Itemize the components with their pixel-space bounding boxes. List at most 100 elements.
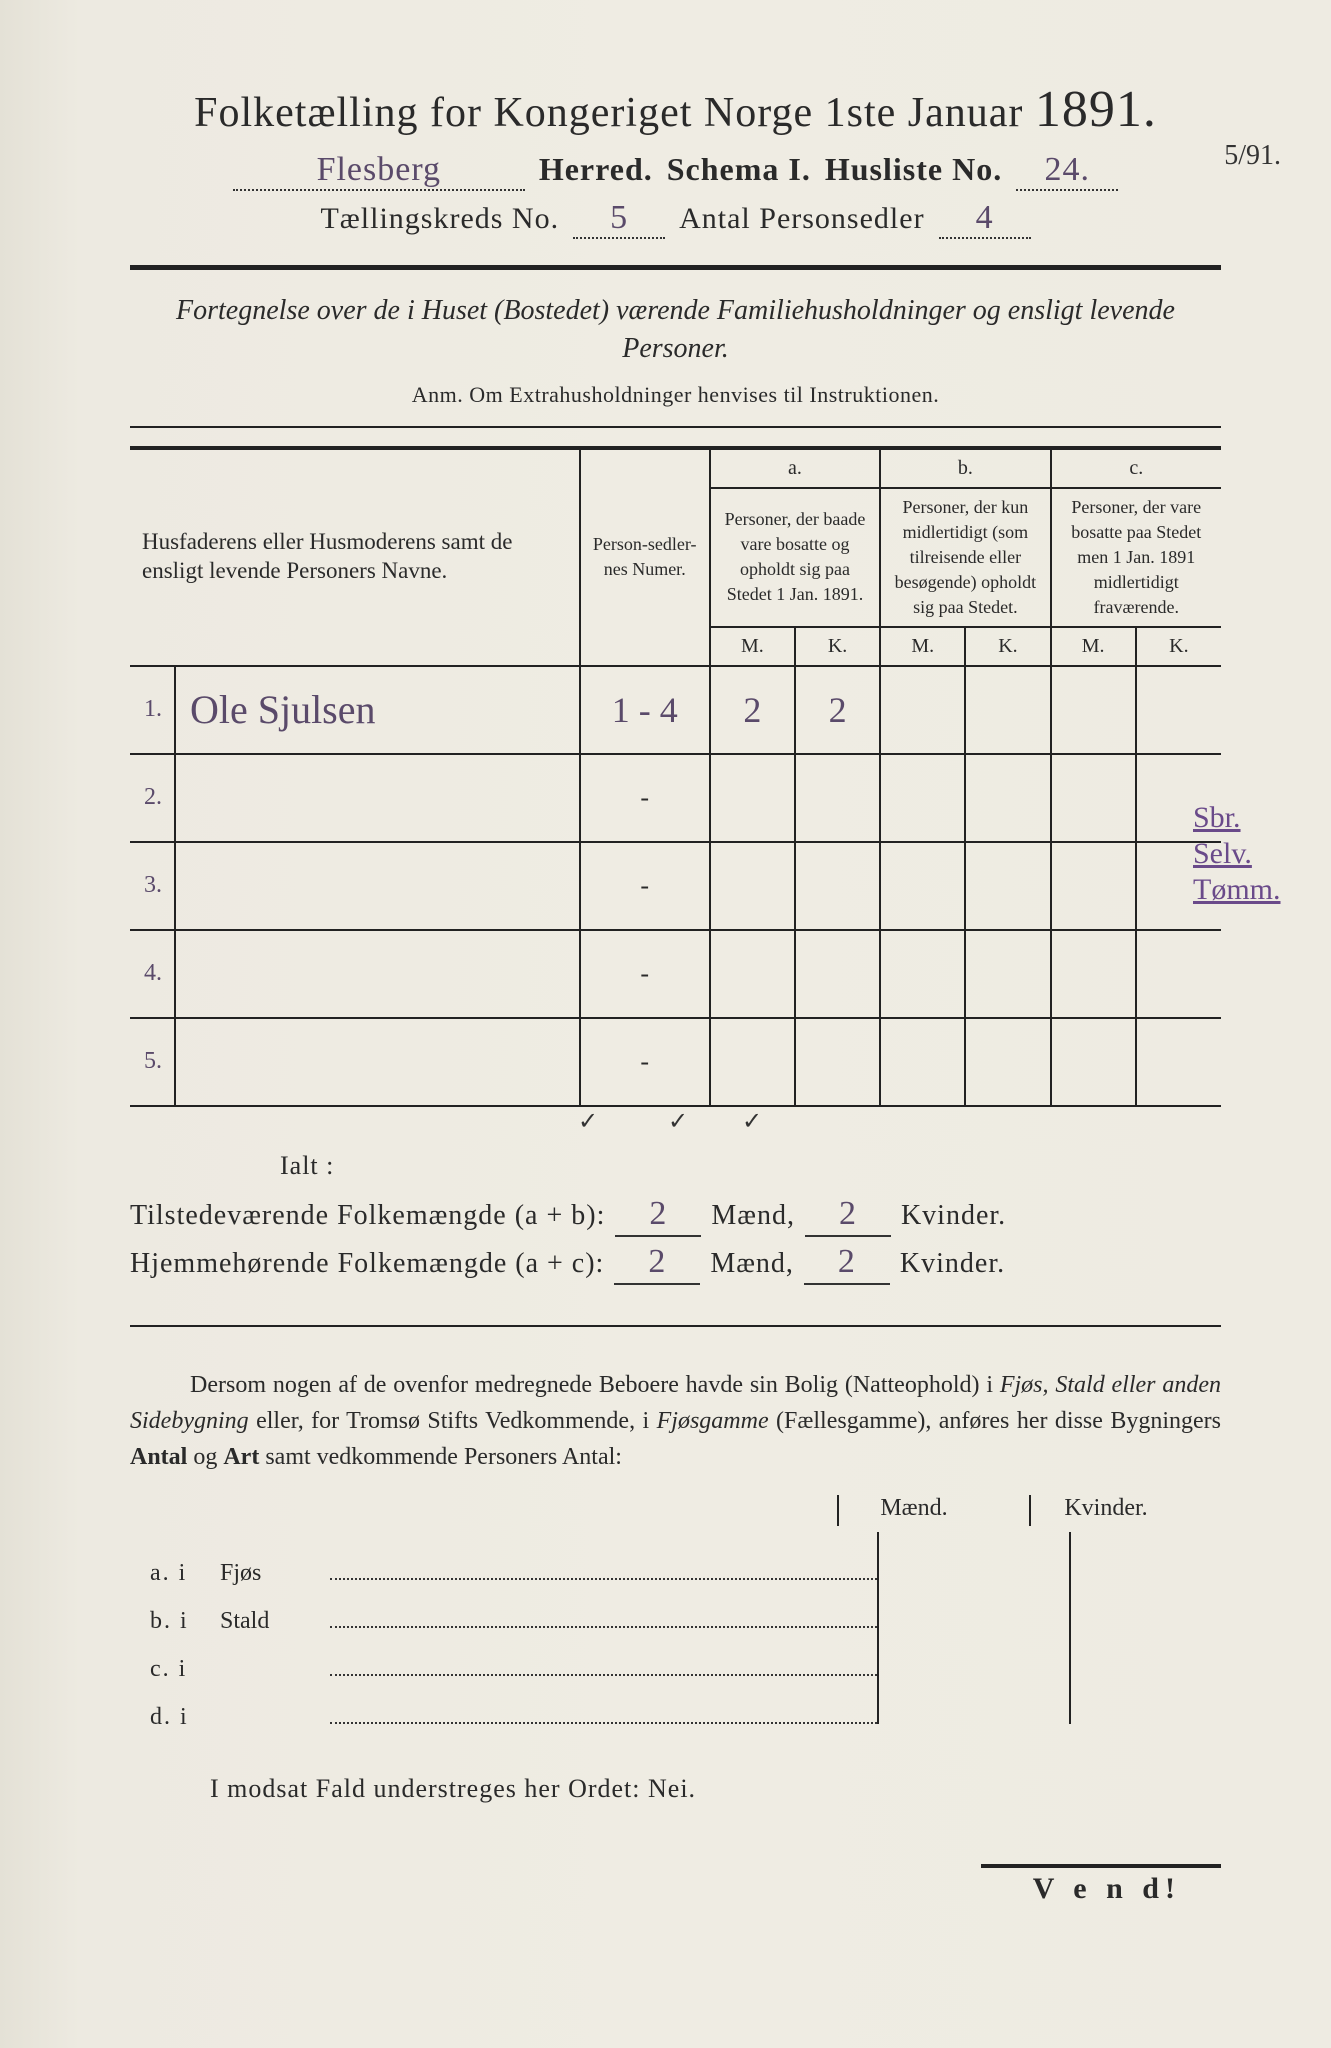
column-check-marks: ✓ ✓ ✓	[130, 1107, 1221, 1129]
abcd-cell-m	[877, 1628, 1029, 1676]
abcd-row: d. i	[130, 1676, 1221, 1724]
cell-a-k	[795, 842, 880, 930]
th-c-label: c.	[1051, 448, 1221, 488]
abcd-cell-m	[877, 1676, 1029, 1724]
row-name	[175, 754, 580, 842]
side-building-paragraph: Dersom nogen af de ovenfor medregnede Be…	[130, 1367, 1221, 1475]
para-mid1: eller, for Tromsø Stifts Vedkommende, i	[249, 1408, 657, 1434]
th-num: Person-sedler-nes Numer.	[580, 448, 710, 666]
abcd-row: b. i Stald	[130, 1580, 1221, 1628]
top-margin-annotation: 5/91.	[1224, 140, 1281, 172]
nei-sentence: I modsat Fald understreges her Ordet: Ne…	[210, 1774, 1221, 1804]
check-icon: ✓	[578, 1107, 598, 1136]
cell-b-k	[965, 1018, 1050, 1106]
totals-block: Ialt : Tilstedeværende Folkemængde (a + …	[130, 1151, 1221, 1285]
cell-a-k: 2	[795, 666, 880, 754]
th-c-m: M.	[1051, 627, 1136, 666]
para-mid2: og	[187, 1444, 223, 1470]
household-table: Husfaderens eller Husmoderens samt de en…	[130, 446, 1221, 1107]
divider-thin-1	[130, 426, 1221, 428]
cell-b-k	[965, 842, 1050, 930]
herred-line: Flesberg Herred. Schema I. Husliste No. …	[130, 151, 1221, 191]
cell-c-k	[1136, 930, 1221, 1018]
abcd-lead: b. i	[130, 1608, 220, 1635]
th-b-label: b.	[880, 448, 1050, 488]
abcd-head-maend: Mænd.	[837, 1495, 989, 1526]
cell-b-m	[880, 1018, 965, 1106]
abcd-word: Fjøs	[220, 1560, 330, 1587]
para-bd1: Antal	[130, 1444, 187, 1470]
cell-c-m	[1051, 1018, 1136, 1106]
abcd-header: Mænd. Kvinder.	[130, 1495, 1221, 1526]
kreds-line: Tællingskreds No. 5 Antal Personsedler 4	[130, 201, 1221, 239]
abcd-lead: a. i	[130, 1560, 220, 1587]
table-row: 1. Ole Sjulsen 1 - 4 2 2	[130, 666, 1221, 754]
present-maend-value: 2	[615, 1195, 701, 1237]
margin-note-line: Tømm.	[1193, 872, 1303, 908]
resident-kvinder-value: 2	[804, 1243, 890, 1285]
herred-value: Flesberg	[233, 153, 525, 191]
row-personsedler: 1 - 4	[580, 666, 710, 754]
cell-b-k	[965, 666, 1050, 754]
abcd-word: Stald	[220, 1608, 330, 1635]
title-text: Folketælling for Kongeriget Norge 1ste J…	[194, 90, 1023, 136]
husliste-value: 24.	[1016, 153, 1118, 191]
cell-a-m	[710, 1018, 795, 1106]
row-name	[175, 1018, 580, 1106]
th-name: Husfaderens eller Husmoderens samt de en…	[130, 448, 580, 666]
abcd-row: c. i	[130, 1628, 1221, 1676]
th-b-m: M.	[880, 627, 965, 666]
th-c-text: Personer, der vare bosatte paa Stedet me…	[1051, 488, 1221, 627]
row-name	[175, 930, 580, 1018]
row-num: 4.	[130, 930, 175, 1018]
dotted-line	[330, 1608, 877, 1628]
th-a-m: M.	[710, 627, 795, 666]
cell-b-m	[880, 842, 965, 930]
maend-label: Mænd,	[711, 1200, 795, 1232]
row-num: 2.	[130, 754, 175, 842]
th-b-k: K.	[965, 627, 1050, 666]
th-a-k: K.	[795, 627, 880, 666]
main-title: Folketælling for Kongeriget Norge 1ste J…	[130, 80, 1221, 139]
personsedler-label: Antal Personsedler	[679, 202, 924, 236]
present-kvinder-value: 2	[805, 1195, 891, 1237]
cell-a-k	[795, 754, 880, 842]
cell-b-m	[880, 754, 965, 842]
abcd-lead: c. i	[130, 1656, 220, 1683]
table-row: 3. -	[130, 842, 1221, 930]
row-personsedler: -	[580, 930, 710, 1018]
row-personsedler: -	[580, 754, 710, 842]
row-num: 1.	[130, 666, 175, 754]
kvinder-label: Kvinder.	[900, 1248, 1005, 1280]
table-body: 1. Ole Sjulsen 1 - 4 2 2 2. - 3.	[130, 666, 1221, 1106]
cell-c-m	[1051, 842, 1136, 930]
kreds-label: Tællingskreds No.	[320, 202, 559, 236]
abcd-cell-k	[1069, 1580, 1221, 1628]
cell-a-k	[795, 930, 880, 1018]
abcd-cell-k	[1069, 1628, 1221, 1676]
row-num: 3.	[130, 842, 175, 930]
row-name	[175, 842, 580, 930]
para-pre: Dersom nogen af de ovenfor medregnede Be…	[190, 1372, 1000, 1398]
right-margin-annotation: Sbr. Selv. Tømm.	[1193, 800, 1303, 908]
schema-label: Schema I.	[667, 151, 811, 188]
maend-label: Mænd,	[710, 1248, 794, 1280]
kreds-value: 5	[573, 201, 665, 239]
cell-b-k	[965, 930, 1050, 1018]
vend-label: V e n d!	[981, 1864, 1221, 1906]
check-icon: ✓	[742, 1107, 762, 1136]
cell-c-k	[1136, 1018, 1221, 1106]
ialt-label: Ialt :	[280, 1151, 1221, 1181]
abcd-cell-k	[1069, 1532, 1221, 1580]
cell-c-m	[1051, 754, 1136, 842]
cell-a-k	[795, 1018, 880, 1106]
title-year: 1891.	[1035, 81, 1157, 138]
census-form-page: 5/91. Folketælling for Kongeriget Norge …	[0, 0, 1331, 2048]
herred-label: Herred.	[539, 151, 653, 188]
divider-thick-1	[130, 265, 1221, 270]
resident-maend-value: 2	[614, 1243, 700, 1285]
cell-b-k	[965, 754, 1050, 842]
abcd-cell-k	[1069, 1676, 1221, 1724]
row-num: 5.	[130, 1018, 175, 1106]
para-bd2: Art	[223, 1444, 259, 1470]
